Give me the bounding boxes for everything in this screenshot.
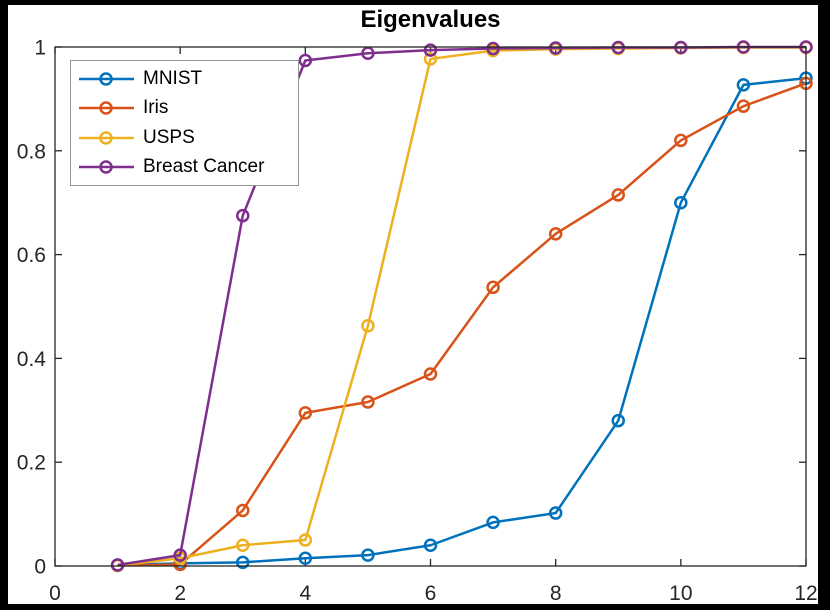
data-point-marker	[236, 503, 250, 518]
legend-entry-breast-cancer: Breast Cancer	[78, 156, 298, 178]
series-line	[117, 76, 807, 567]
data-point-marker	[298, 53, 313, 68]
chart-title: Eigenvalues	[360, 6, 501, 33]
circle-marker-icon	[99, 101, 113, 116]
legend-label: MNIST	[143, 68, 203, 90]
data-point-marker	[361, 548, 375, 562]
data-point-marker	[611, 188, 625, 202]
data-point-marker	[298, 551, 313, 565]
data-point-marker	[611, 413, 625, 428]
y-tick-label: 0.4	[17, 348, 47, 371]
x-tick-label: 6	[425, 582, 437, 605]
data-point-marker	[110, 558, 125, 572]
x-tick-label: 2	[174, 582, 186, 605]
data-point-marker	[236, 555, 250, 570]
circle-marker-icon	[99, 72, 113, 86]
series-line	[117, 82, 807, 567]
legend: MNIST Iris USPS Breast Cancer	[70, 60, 299, 186]
data-point-marker	[674, 133, 688, 148]
y-tick-label: 0.2	[17, 452, 46, 475]
legend-entry-usps: USPS	[78, 127, 298, 149]
data-point-marker	[361, 395, 375, 409]
data-point-marker	[298, 406, 313, 420]
legend-label: Iris	[143, 97, 169, 119]
series-iris	[110, 76, 813, 573]
x-tick-label: 10	[669, 582, 692, 605]
data-point-marker	[736, 78, 751, 92]
data-point-marker	[736, 99, 751, 113]
line-marker-sample-icon	[79, 101, 134, 116]
data-point-marker	[298, 533, 313, 547]
legend-entry-iris: Iris	[78, 97, 298, 119]
y-tick-label: 1	[34, 37, 46, 60]
data-point-marker	[361, 46, 375, 60]
data-point-marker	[486, 41, 500, 56]
data-point-marker	[423, 43, 438, 57]
line-marker-sample-icon	[79, 72, 134, 86]
axis-tick-labels: 0 2 4 6 8 10 12 0 0.2 0.4 0.6 0.8 1	[17, 37, 818, 606]
circle-marker-icon	[99, 160, 113, 174]
data-point-marker	[423, 52, 438, 66]
data-point-marker	[548, 506, 563, 520]
data-point-marker	[423, 367, 438, 381]
axis-box	[54, 46, 807, 567]
legend-label: USPS	[143, 126, 195, 148]
line-marker-sample-icon	[79, 130, 134, 145]
data-point-marker	[173, 548, 187, 562]
x-tick-label: 8	[550, 582, 562, 605]
x-tick-label: 4	[299, 582, 311, 605]
line-marker-sample-icon	[79, 160, 134, 174]
data-point-marker	[236, 538, 250, 552]
data-point-marker	[674, 195, 688, 210]
y-tick-label: 0.8	[17, 140, 46, 163]
legend-label: Breast Cancer	[143, 155, 265, 177]
data-point-marker	[423, 538, 438, 552]
y-tick-label: 0	[34, 556, 46, 579]
data-point-marker	[486, 280, 500, 295]
circle-marker-icon	[99, 130, 113, 145]
data-point-marker	[548, 227, 563, 241]
x-tick-label: 12	[794, 582, 817, 605]
x-tick-label: 0	[49, 582, 61, 605]
data-point-marker	[361, 318, 375, 333]
data-point-marker	[548, 41, 563, 55]
y-tick-label: 0.6	[17, 244, 46, 267]
legend-entry-mnist: MNIST	[78, 68, 298, 90]
data-point-marker	[486, 515, 500, 530]
data-point-marker	[236, 208, 250, 223]
